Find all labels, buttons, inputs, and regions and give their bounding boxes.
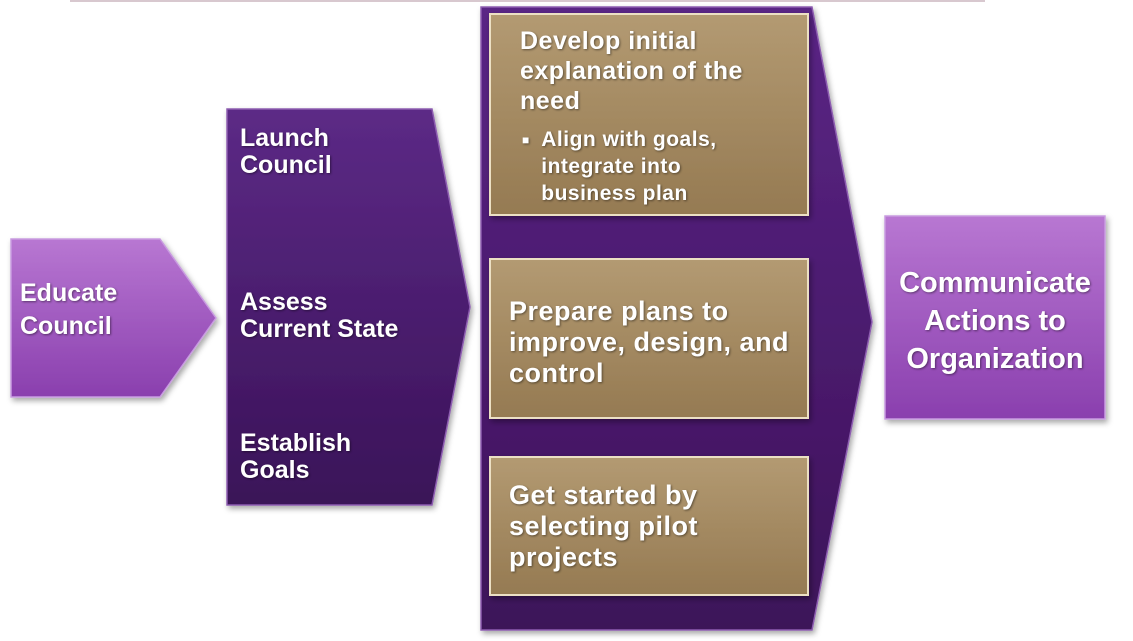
establish-goals-label: Establish Goals	[240, 429, 352, 484]
square-bullet-icon: ■	[522, 133, 530, 147]
develop-bullet-item: ■ Align with goals, integrate into busin…	[522, 126, 717, 207]
assess-current-state-label: Assess Current State	[240, 288, 399, 343]
prepare-box-shape	[489, 258, 809, 419]
educate-council-label: Educate Council	[20, 279, 118, 340]
started-box-shape	[489, 456, 809, 596]
develop-explanation-title: Develop initial explanation of the need	[520, 27, 743, 115]
prepare-plans-title: Prepare plans to improve, design, and co…	[509, 296, 790, 388]
develop-box-shape	[489, 13, 809, 216]
communicate-box-shape	[884, 215, 1106, 420]
educate-council-shape	[10, 238, 217, 398]
develop-bullet-text: Align with goals, integrate into busines…	[541, 128, 717, 205]
get-started-title: Get started by selecting pilot projects	[509, 480, 699, 572]
launch-council-label: Launch Council	[240, 124, 332, 179]
communicate-actions-label: Communicate Actions to Organization	[899, 267, 1091, 375]
phase2-chevron-shape	[226, 108, 471, 506]
